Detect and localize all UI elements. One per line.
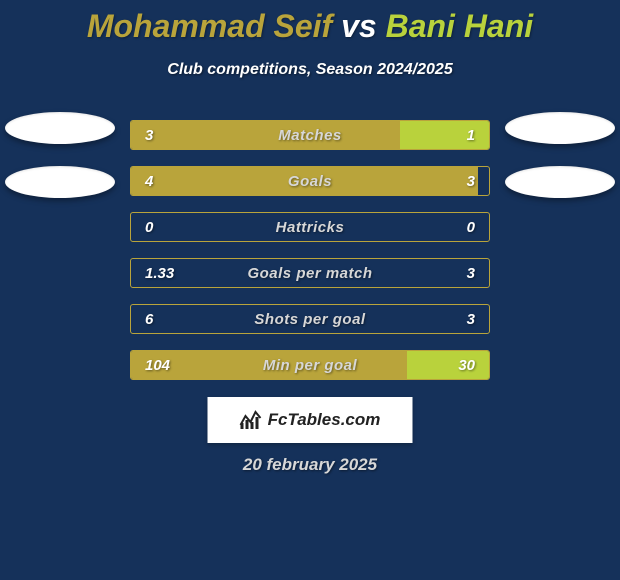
stat-value-player1: 1.33 bbox=[145, 259, 174, 287]
player2-badges bbox=[500, 112, 620, 198]
stat-value-player1: 0 bbox=[145, 213, 153, 241]
stat-value-player2: 1 bbox=[467, 121, 475, 149]
subtitle: Club competitions, Season 2024/2025 bbox=[0, 61, 620, 79]
page-title: Mohammad Seif vs Bani Hani bbox=[0, 0, 620, 45]
stat-row: Goals4 3 bbox=[130, 166, 490, 196]
infographic-container: Mohammad Seif vs Bani Hani Club competit… bbox=[0, 0, 620, 580]
stat-label: Goals per match bbox=[131, 259, 489, 287]
player2-badge-icon bbox=[505, 112, 615, 144]
stat-row: Shots per goal6 3 bbox=[130, 304, 490, 334]
branding-text: FcTables.com bbox=[268, 410, 381, 430]
player2-badge-icon bbox=[505, 166, 615, 198]
stat-value-player2: 0 bbox=[467, 213, 475, 241]
stat-value-player1: 6 bbox=[145, 305, 153, 333]
title-player1: Mohammad Seif bbox=[87, 8, 332, 44]
stat-value-player1: 3 bbox=[145, 121, 153, 149]
stat-value-player1: 104 bbox=[145, 351, 170, 379]
stat-value-player2: 3 bbox=[467, 305, 475, 333]
stat-label: Min per goal bbox=[131, 351, 489, 379]
stat-label: Goals bbox=[131, 167, 489, 195]
title-player2: Bani Hani bbox=[386, 8, 534, 44]
stat-value-player2: 3 bbox=[467, 259, 475, 287]
stat-label: Hattricks bbox=[131, 213, 489, 241]
stat-bars: Matches31Goals43Hattricks00Goals per mat… bbox=[130, 120, 490, 380]
player1-badge-icon bbox=[5, 112, 115, 144]
stat-row: Min per goal104 30 bbox=[130, 350, 490, 380]
stat-value-player2: 3 bbox=[467, 167, 475, 195]
branding-badge: FcTables.com bbox=[208, 397, 413, 443]
player1-badge-icon bbox=[5, 166, 115, 198]
chart-icon bbox=[240, 410, 262, 430]
stat-row: Goals per match1.33 3 bbox=[130, 258, 490, 288]
stat-row: Hattricks0 0 bbox=[130, 212, 490, 242]
stat-row: Matches3 1 bbox=[130, 120, 490, 150]
stat-value-player2: 30 bbox=[458, 351, 475, 379]
stat-label: Shots per goal bbox=[131, 305, 489, 333]
title-vs: vs bbox=[341, 8, 377, 44]
player1-badges bbox=[0, 112, 120, 198]
stat-value-player1: 4 bbox=[145, 167, 153, 195]
date-label: 20 february 2025 bbox=[0, 455, 620, 475]
stat-label: Matches bbox=[131, 121, 489, 149]
